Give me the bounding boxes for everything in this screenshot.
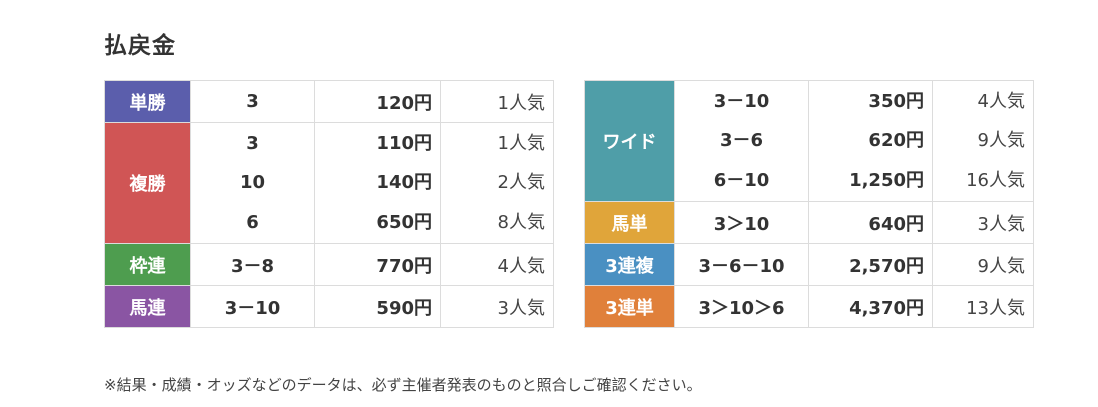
payout-row-sanrenpuku: 3連複 3－6－10 2,570円 9人気 [584, 243, 1034, 286]
horse-number: 6－10 [713, 169, 770, 191]
bet-type-tansho: 単勝 [104, 80, 191, 123]
bet-type-umatan: 馬単 [584, 201, 675, 244]
payout-row-umatan: 馬単 3＞10 640円 3人気 [584, 201, 1034, 244]
bet-type-wakuren: 枠連 [104, 243, 191, 286]
popularity: 16人気 [966, 169, 1025, 191]
disclaimer-note: ※結果・成績・オッズなどのデータは、必ず主催者発表のものと照合しご確認ください。 [104, 376, 702, 394]
payout-row-fukusho: 複勝 3 10 6 110円 140円 650円 1人気 2人気 8人気 [104, 122, 554, 244]
horse-number: 3 [246, 133, 259, 155]
payout-row-wide: ワイド 3－10 3－6 6－10 350円 620円 1,250円 4人気 9… [584, 80, 1034, 202]
payout-row-sanrentan: 3連単 3＞10＞6 4,370円 13人気 [584, 285, 1034, 328]
popularity: 4人気 [977, 91, 1025, 113]
horse-number-group: 3 10 6 [190, 122, 315, 244]
horse-number: 3－6 [719, 130, 764, 152]
payout-table-left: 単勝 3 120円 1人気 複勝 3 10 6 110円 140円 650円 1… [104, 80, 554, 328]
payout-row-tansho: 単勝 3 120円 1人気 [104, 80, 554, 123]
page-title: 払戻金 [104, 33, 176, 59]
horse-number: 3－6－10 [674, 243, 809, 286]
horse-number: 3－10 [190, 285, 315, 328]
payout-amount: 110円 [376, 133, 432, 155]
bet-type-sanrentan: 3連単 [584, 285, 675, 328]
payout-amount: 140円 [376, 172, 432, 194]
popularity: 8人気 [497, 211, 545, 233]
payout-amount: 120円 [314, 80, 441, 123]
payout-amount: 2,570円 [808, 243, 933, 286]
payout-amount: 620円 [868, 130, 924, 152]
popularity: 9人気 [932, 243, 1034, 286]
payout-amount: 4,370円 [808, 285, 933, 328]
bet-type-wide: ワイド [584, 80, 675, 202]
popularity: 4人気 [440, 243, 554, 286]
bet-type-fukusho: 複勝 [104, 122, 191, 244]
horse-number: 6 [246, 211, 259, 233]
horse-number: 10 [239, 172, 266, 194]
payout-row-umaren: 馬連 3－10 590円 3人気 [104, 285, 554, 328]
horse-number: 3 [190, 80, 315, 123]
popularity: 2人気 [497, 172, 545, 194]
payout-amount-group: 110円 140円 650円 [314, 122, 441, 244]
horse-number: 3＞10 [674, 201, 809, 244]
payout-amount-group: 350円 620円 1,250円 [808, 80, 933, 202]
payout-amount: 640円 [808, 201, 933, 244]
horse-number: 3－8 [190, 243, 315, 286]
payout-amount: 650円 [376, 211, 432, 233]
horse-number: 3－10 [713, 91, 770, 113]
popularity: 1人気 [440, 80, 554, 123]
payout-amount: 770円 [314, 243, 441, 286]
bet-type-umaren: 馬連 [104, 285, 191, 328]
payout-amount: 350円 [868, 91, 924, 113]
popularity: 9人気 [977, 130, 1025, 152]
bet-type-sanrenpuku: 3連複 [584, 243, 675, 286]
popularity: 1人気 [497, 133, 545, 155]
payout-row-wakuren: 枠連 3－8 770円 4人気 [104, 243, 554, 286]
popularity-group: 4人気 9人気 16人気 [932, 80, 1034, 202]
payout-table-right: ワイド 3－10 3－6 6－10 350円 620円 1,250円 4人気 9… [584, 80, 1034, 328]
popularity: 3人気 [440, 285, 554, 328]
popularity: 3人気 [932, 201, 1034, 244]
popularity: 13人気 [932, 285, 1034, 328]
popularity-group: 1人気 2人気 8人気 [440, 122, 554, 244]
payout-amount: 1,250円 [849, 169, 924, 191]
horse-number: 3＞10＞6 [674, 285, 809, 328]
horse-number-group: 3－10 3－6 6－10 [674, 80, 809, 202]
payout-amount: 590円 [314, 285, 441, 328]
